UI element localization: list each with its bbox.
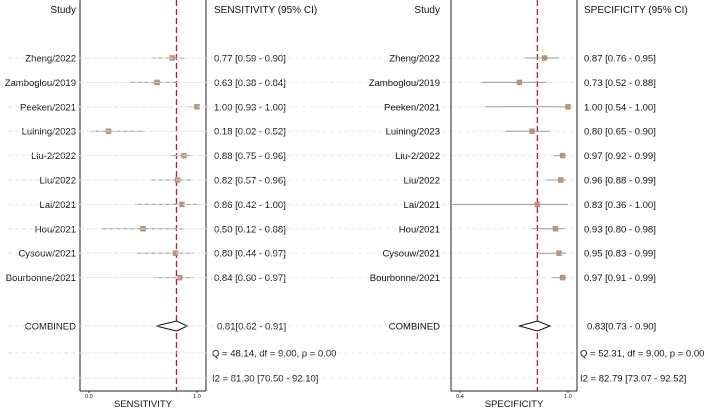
estimate-ci-label: 0.86 [0.42 - 1.00] [214,200,286,211]
point-estimate-marker [556,250,562,256]
estimate-ci-label: 0.95 [0.83 - 0.99] [584,249,656,260]
heterogeneity-i2-stat: I2 = 81.30 [70.50 - 92.10] [212,374,318,385]
estimate-ci-label: 0.50 [0.12 - 0.88] [214,224,286,235]
estimate-ci-label: 0.88 [0.75 - 0.96] [214,151,286,162]
study-label: Zamboglou/2019 [5,78,76,89]
point-estimate-marker [179,201,185,208]
combined-label: COMBINED [389,322,440,333]
study-label: Liu-2/2022 [395,151,440,162]
combined-estimate-diamond [517,320,552,332]
combined-label: COMBINED [25,322,76,333]
estimate-ci-label: 0.97 [0.91 - 0.99] [584,273,656,284]
combined-estimate-label: 0.81[0.62 - 0.91] [217,322,286,333]
point-estimate-marker [552,226,559,232]
study-label: Lai/2021 [40,200,76,211]
study-column-header: Study [50,5,76,16]
estimate-ci-label: 0.96 [0.88 - 0.99] [584,176,656,187]
estimate-ci-label: 1.00 [0.54 - 1.00] [584,102,656,113]
estimate-ci-label: 0.84 [0.60 - 0.97] [214,273,286,284]
estimate-ci-label: 1.00 [0.93 - 1.00] [214,102,286,113]
ci-column-header: SPECIFICITY (95% CI) [584,5,688,16]
estimate-ci-label: 0.63 [0.38 - 0.84] [214,78,286,89]
x-axis-tick-label: 0.4 [456,394,464,400]
study-label: Bourbonne/2021 [370,273,440,284]
estimate-ci-label: 0.80 [0.65 - 0.90] [584,127,656,138]
x-axis-tick-label: 0.0 [85,394,93,400]
estimate-ci-label: 0.97 [0.92 - 0.99] [584,151,656,162]
x-axis-title: SENSITIVITY [114,399,173,409]
study-label: Hou/2021 [35,224,76,235]
study-label: Zheng/2022 [389,54,440,65]
study-label: Hou/2021 [399,224,440,235]
study-label: Peeken/2021 [20,102,76,113]
x-axis-tick-label: 1.0 [564,394,572,400]
study-label: Liu-2/2022 [31,151,76,162]
study-label: Lai/2021 [404,200,440,211]
point-estimate-marker [541,55,548,61]
estimate-ci-label: 0.93 [0.80 - 0.98] [584,224,656,235]
study-label: Cysouw/2021 [382,249,440,260]
point-estimate-marker [516,79,523,86]
heterogeneity-i2-stat: I2 = 82.79 [73.07 - 92.52] [580,374,686,385]
study-column-header: Study [414,5,440,16]
x-axis-tick-label: 1.0 [193,394,201,400]
study-label: Liu/2022 [404,176,440,187]
point-estimate-marker [529,128,535,134]
estimate-ci-label: 0.73 [0.52 - 0.88] [584,78,656,89]
estimate-ci-label: 0.18 [0.02 - 0.52] [214,127,286,138]
heterogeneity-q-stat: Q = 48.14, df = 9.00, p = 0.00 [212,349,336,360]
point-estimate-marker [565,104,571,110]
point-estimate-marker [558,177,564,183]
point-estimate-marker [534,201,541,208]
estimate-ci-label: 0.82 [0.57 - 0.96] [214,176,286,187]
point-estimate-marker [559,152,566,159]
ci-column-header: SENSITIVITY (95% CI) [214,5,317,16]
point-estimate-marker [559,274,566,281]
estimate-ci-label: 0.77 [0.59 - 0.90] [214,54,286,65]
point-estimate-marker [172,250,179,256]
heterogeneity-q-stat: Q = 52.31, df = 9.00, p = 0.00 [580,349,704,360]
estimate-ci-label: 0.83 [0.36 - 1.00] [584,200,656,211]
estimate-ci-label: 0.80 [0.44 - 0.97] [214,249,286,260]
study-label: Bourbonne/2021 [6,273,76,284]
study-label: Liu/2022 [40,176,76,187]
study-label: Peeken/2021 [384,102,440,113]
estimate-ci-label: 0.87 [0.76 - 0.95] [584,54,656,65]
study-label: Cysouw/2021 [18,249,76,260]
study-label: Zheng/2022 [25,54,76,65]
combined-estimate-label: 0.83[0.73 - 0.90] [587,322,656,333]
study-label: Luining/2023 [386,127,440,138]
x-axis-title: SPECIFICITY [485,399,544,409]
study-label: Zamboglou/2019 [369,78,440,89]
spec-panel: Study SPECIFICITY (95% CI) Zheng/2022 0.87 … [8,0,704,410]
study-label: Luining/2023 [22,127,76,138]
